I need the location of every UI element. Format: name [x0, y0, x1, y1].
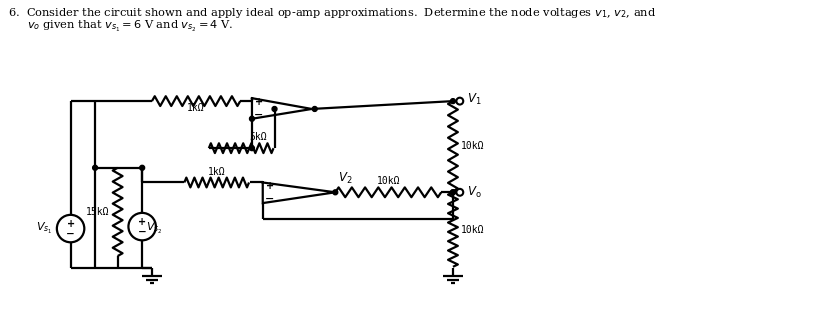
Circle shape: [450, 190, 455, 195]
Text: +: +: [138, 217, 146, 227]
Circle shape: [140, 165, 145, 170]
Text: 10kΩ: 10kΩ: [461, 225, 484, 235]
Text: $V_{s_2}$: $V_{s_2}$: [146, 221, 163, 236]
Circle shape: [450, 190, 455, 195]
Text: −: −: [66, 229, 75, 238]
Text: 5kΩ: 5kΩ: [249, 132, 267, 142]
Circle shape: [450, 99, 455, 104]
Text: 15kΩ: 15kΩ: [86, 207, 110, 217]
Text: 1kΩ: 1kΩ: [208, 167, 225, 176]
Text: $v_o$ given that $v_{s_1} = 6$ V and $v_{s_2} = 4$ V.: $v_o$ given that $v_{s_1} = 6$ V and $v_…: [27, 19, 234, 34]
Text: +: +: [265, 181, 273, 192]
Circle shape: [249, 146, 254, 151]
Circle shape: [333, 190, 338, 195]
Text: $V_{s_1}$: $V_{s_1}$: [36, 221, 53, 236]
Text: 10kΩ: 10kΩ: [461, 141, 484, 151]
Circle shape: [272, 106, 277, 111]
Text: 10kΩ: 10kΩ: [377, 176, 400, 187]
Text: −: −: [265, 194, 274, 204]
Text: $V_{\rm 2}$: $V_{\rm 2}$: [338, 171, 353, 187]
Text: +: +: [254, 97, 263, 107]
Text: +: +: [67, 219, 74, 229]
Circle shape: [249, 116, 254, 121]
Circle shape: [312, 106, 317, 111]
Text: $V_{\rm 1}$: $V_{\rm 1}$: [467, 92, 482, 107]
Text: −: −: [138, 226, 146, 236]
Text: $V_{\rm o}$: $V_{\rm o}$: [467, 185, 482, 200]
Circle shape: [93, 165, 97, 170]
Text: 6.  Consider the circuit shown and apply ideal op-amp approximations.  Determine: 6. Consider the circuit shown and apply …: [7, 6, 656, 20]
Text: 1kΩ: 1kΩ: [188, 103, 205, 113]
Text: −: −: [254, 110, 263, 120]
